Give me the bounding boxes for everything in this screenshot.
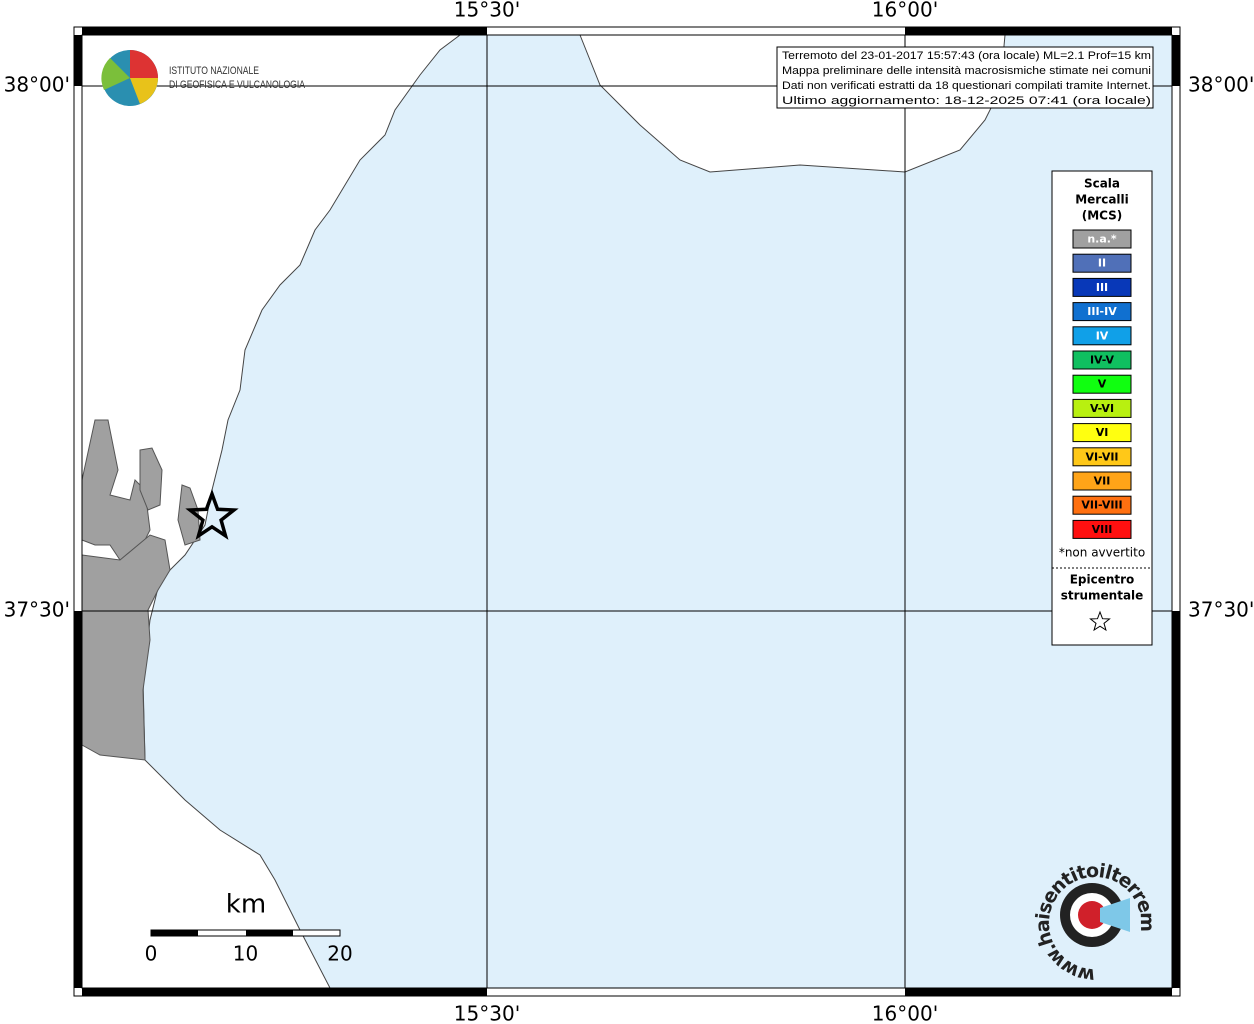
badge-megaphone xyxy=(1100,898,1130,932)
info-line: Dati non verificati estratti da 18 quest… xyxy=(782,80,1151,92)
longitude-label: 15°30' xyxy=(454,0,520,22)
legend-label: n.a.* xyxy=(1087,233,1117,246)
latitude-label: 37°30' xyxy=(1188,598,1254,622)
frame xyxy=(73,26,1181,997)
legend-star xyxy=(1089,610,1111,632)
info-line: Terremoto del 23-01-2017 15:57:43 (ora l… xyxy=(782,50,1151,62)
logo-sector xyxy=(101,58,130,90)
legend-swatch xyxy=(1072,326,1132,346)
longitude-label: 16°00' xyxy=(872,1002,938,1024)
scale-bar-segment xyxy=(151,930,198,936)
legend-swatch xyxy=(1072,229,1132,249)
logo-sector xyxy=(130,78,158,104)
latitude-label: 38°00' xyxy=(1188,73,1254,97)
ingv-logo xyxy=(101,50,158,106)
scale-label: 20 xyxy=(327,942,352,966)
logo-text: ISTITUTO NAZIONALE xyxy=(169,65,259,77)
legend-swatch xyxy=(1072,374,1132,394)
epicenter-star xyxy=(185,488,239,540)
frame-band xyxy=(1172,35,1180,86)
legend-title: Scala xyxy=(1084,177,1120,191)
frame-outer xyxy=(73,26,1181,997)
municipality xyxy=(81,419,151,561)
legend-label: II xyxy=(1098,257,1106,270)
municipality xyxy=(81,534,171,761)
info-box xyxy=(776,46,1154,109)
legend-swatch xyxy=(1072,350,1132,370)
frame-band xyxy=(82,988,487,996)
legend-swatch xyxy=(1072,302,1132,322)
legend-label: VI-VII xyxy=(1085,450,1118,463)
scale-bar-segment xyxy=(246,930,293,936)
logo-sector xyxy=(130,50,158,78)
legend-title: Mercalli xyxy=(1075,193,1129,207)
municipality xyxy=(177,484,201,546)
logo-text: DI GEOFISICA E VULCANOLOGIA xyxy=(169,79,306,91)
land-west xyxy=(81,34,462,989)
legend-swatch xyxy=(1072,398,1132,418)
municipality xyxy=(139,447,163,511)
legend-label: IV-V xyxy=(1090,354,1115,367)
scale-label: 0 xyxy=(145,942,158,966)
legend-label: VIII xyxy=(1092,523,1113,536)
legend-note: *non avvertito xyxy=(1059,546,1145,560)
scale-bar xyxy=(150,929,341,937)
legend-label: III xyxy=(1096,281,1108,294)
legend-swatch xyxy=(1072,471,1132,491)
frame-inner xyxy=(81,34,1173,989)
legend-label: V-VI xyxy=(1090,402,1114,415)
legend-label: VI xyxy=(1096,426,1109,439)
scale-unit: km xyxy=(226,890,266,920)
frame-band xyxy=(74,35,82,86)
legend-swatch xyxy=(1072,253,1132,273)
badge-target xyxy=(1078,901,1106,929)
legend-label: VII xyxy=(1094,475,1111,488)
legend-label: V xyxy=(1098,378,1107,391)
legend-epicenter: Epicentro xyxy=(1070,573,1135,587)
info-line: Mappa preliminare delle intensità macros… xyxy=(782,65,1151,77)
frame-band xyxy=(905,988,1172,996)
frame-band xyxy=(905,27,1172,35)
legend-swatch xyxy=(1072,447,1132,467)
legend-box xyxy=(1051,170,1153,646)
latitude-label: 37°30' xyxy=(4,598,70,622)
longitude-label: 16°00' xyxy=(872,0,938,22)
longitude-label: 15°30' xyxy=(454,1002,520,1024)
info-line: Ultimo aggiornamento: 18-12-2025 07:41 (… xyxy=(782,95,1151,107)
legend-title: (MCS) xyxy=(1082,209,1123,223)
legend-swatch xyxy=(1072,495,1132,515)
graticule xyxy=(82,35,1172,988)
legend-swatch xyxy=(1072,277,1132,297)
legend-label: III-IV xyxy=(1087,305,1117,318)
latitude-label: 38°00' xyxy=(4,73,70,97)
frame-band xyxy=(82,27,487,35)
legend-swatch xyxy=(1072,519,1132,539)
legend-epicenter: strumentale xyxy=(1061,589,1144,603)
legend-swatch xyxy=(1072,423,1132,443)
frame-band xyxy=(74,611,82,988)
scale-label: 10 xyxy=(233,942,258,966)
legend-label: VII-VIII xyxy=(1081,499,1122,512)
frame-band xyxy=(1172,611,1180,988)
legend-label: IV xyxy=(1096,329,1109,342)
